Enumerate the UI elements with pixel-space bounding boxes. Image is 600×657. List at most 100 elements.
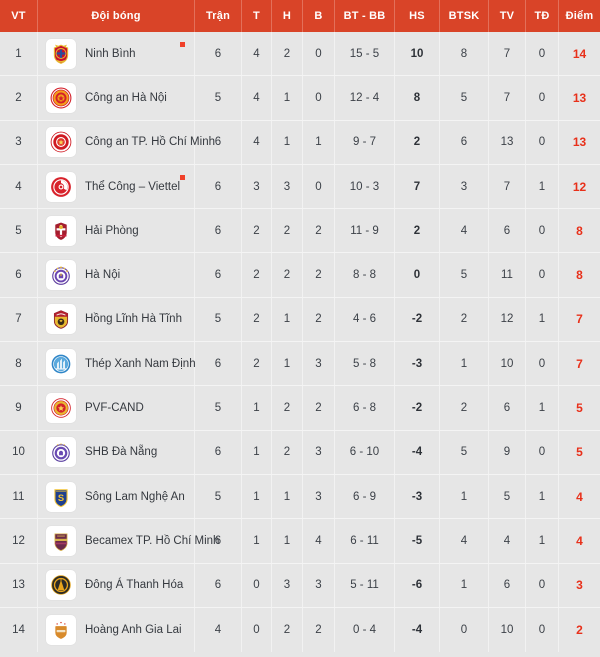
cell-position: 8 [0, 342, 38, 386]
cell-yellow-cards: 12 [489, 297, 526, 342]
shb-da-nang-logo [46, 437, 76, 468]
cell-goals: 15 - 5 [335, 32, 395, 76]
cell-yellow-cards: 5 [489, 474, 526, 519]
table-row[interactable]: 11 S Sông Lam Nghệ An 5 1 1 3 6 - 9 -3 1 5 1 4 [0, 474, 600, 520]
table-row[interactable]: 7 Hồng Lĩnh Hà Tĩnh 5 2 1 2 4 - 6 -2 2 12 1 7 [0, 297, 600, 343]
cell-goal-diff: 0 [395, 253, 440, 297]
cell-wins: 2 [242, 342, 272, 386]
table-row[interactable]: 12 Becamex TP. Hồ Chí Minh 6 1 1 4 6 - 11 -5 4 4 1… [0, 519, 600, 564]
cell-yellow-cards: 13 [489, 120, 526, 164]
table-row[interactable]: 13 Đông Á Thanh Hóa 6 0 3 3 5 - 11 -6 1 6 0 3 [0, 563, 600, 608]
cell-yellow-cards: 10 [489, 342, 526, 386]
cell-points: 4 [576, 489, 583, 504]
table-row[interactable]: 6 Hà Nội 6 2 2 2 8 - 8 0 5 11 0 8 [0, 253, 600, 298]
cell-team[interactable]: S Sông Lam Nghệ An [38, 474, 195, 519]
column-header-diem[interactable]: Điểm [565, 10, 594, 22]
cell-goal-diff: -3 [395, 342, 440, 386]
cell-goal-diff: 2 [395, 120, 440, 164]
cell-team[interactable]: Hà Nội [38, 253, 195, 297]
cell-goal-diff: -4 [395, 607, 440, 653]
cell-wins: 0 [242, 607, 272, 653]
table-row[interactable]: 2 Công an Hà Nội 5 4 1 0 12 - 4 8 5 7 0 13 [0, 76, 600, 121]
table-row[interactable]: 8 Thép Xanh Nam Định 6 2 1 3 5 - 8 -3 1 10 0 7 [0, 342, 600, 387]
cell-red-cards: 1 [526, 474, 559, 519]
cell-position: 12 [0, 519, 38, 563]
cong-an-tphcm-logo [46, 127, 76, 158]
cell-draws: 2 [272, 607, 303, 653]
table-row[interactable]: 14 Hoàng Anh Gia Lai 4 0 2 2 0 - 4 -4 0 10 0 2 [0, 607, 600, 653]
column-header-b[interactable]: B [303, 0, 335, 32]
cell-draws: 3 [272, 164, 303, 209]
cell-wins: 1 [242, 430, 272, 474]
cell-position: 11 [0, 474, 38, 519]
column-header-btbb[interactable]: BT - BB [335, 0, 395, 32]
cell-team[interactable]: Hoàng Anh Gia Lai [38, 607, 195, 653]
column-header-td[interactable]: TĐ [526, 0, 559, 32]
cell-wins: 2 [242, 209, 272, 253]
cell-wins: 1 [242, 474, 272, 519]
cell-team[interactable]: Thể Công – Viettel [38, 164, 195, 209]
cell-draws: 2 [272, 386, 303, 430]
cell-team[interactable]: Becamex TP. Hồ Chí Minh [38, 519, 219, 563]
cell-losses: 3 [303, 563, 335, 607]
team-name: Hồng Lĩnh Hà Tĩnh [85, 313, 182, 326]
ninh-binh-logo [46, 38, 76, 69]
cell-draws: 3 [272, 563, 303, 607]
team-name: Thép Xanh Nam Định [85, 357, 196, 370]
svg-text:S: S [58, 492, 64, 502]
table-row[interactable]: 3 Công an TP. Hồ Chí Minh 6 4 1 1 9 - 7 2 6 13 0 13 [0, 120, 600, 165]
cell-position: 2 [0, 76, 38, 120]
column-header-h[interactable]: H [272, 0, 303, 32]
cell-points: 12 [572, 179, 587, 194]
column-header-btsk[interactable]: BTSK [440, 0, 489, 32]
cell-draws: 1 [272, 519, 303, 563]
table-row[interactable]: 4 Thể Công – Viettel 6 3 3 0 10 - 3 7 3 7 1 12 [0, 164, 600, 210]
cell-btsk: 1 [440, 474, 489, 519]
column-header-vt[interactable]: VT [0, 0, 38, 32]
cell-red-cards: 1 [526, 386, 559, 430]
cell-btsk: 8 [440, 32, 489, 76]
cell-losses: 0 [303, 164, 335, 209]
song-lam-nghe-an-logo: S [46, 481, 76, 512]
cell-btsk: 5 [440, 253, 489, 297]
cell-matches: 6 [195, 164, 242, 209]
cell-goals: 6 - 9 [335, 474, 395, 519]
team-name: Công an TP. Hồ Chí Minh [85, 136, 215, 149]
cell-wins: 2 [242, 297, 272, 342]
cell-goals: 8 - 8 [335, 253, 395, 297]
cell-losses: 3 [303, 474, 335, 519]
cell-draws: 1 [272, 342, 303, 386]
cell-team[interactable]: Hồng Lĩnh Hà Tĩnh [38, 297, 195, 342]
cell-matches: 6 [195, 519, 242, 563]
table-row[interactable]: 1 Ninh Bình 6 4 2 0 15 - 5 10 8 7 0 14 [0, 32, 600, 77]
cell-yellow-cards: 6 [489, 386, 526, 430]
cell-position: 9 [0, 386, 38, 430]
the-cong-viettel-logo [46, 171, 76, 202]
hong-linh-ha-tinh-logo [46, 304, 76, 335]
column-header-t[interactable]: T [242, 0, 272, 32]
cell-goals: 5 - 8 [335, 342, 395, 386]
cell-yellow-cards: 7 [489, 164, 526, 209]
table-row[interactable]: 10 SHB Đà Nẵng 6 1 2 3 6 - 10 -4 5 9 0 5 [0, 430, 600, 475]
cell-draws: 1 [272, 297, 303, 342]
cell-draws: 2 [272, 430, 303, 474]
cell-points: 5 [576, 445, 583, 460]
cell-team[interactable]: Đông Á Thanh Hóa [38, 563, 195, 607]
cell-btsk: 2 [440, 386, 489, 430]
cell-team[interactable]: Ninh Bình [38, 32, 195, 76]
cell-team[interactable]: Thép Xanh Nam Định [38, 342, 196, 386]
cell-team[interactable]: PVF-CAND [38, 386, 195, 430]
table-row[interactable]: 9 PVF-CAND 5 1 2 2 6 - 8 -2 2 6 1 5 [0, 386, 600, 431]
cell-team[interactable]: SHB Đà Nẵng [38, 430, 195, 474]
cell-team[interactable]: Công an Hà Nội [38, 76, 195, 120]
cell-btsk: 0 [440, 607, 489, 653]
column-header-tv[interactable]: TV [489, 0, 526, 32]
cell-team[interactable]: Hải Phòng [38, 209, 195, 253]
cell-btsk: 6 [440, 120, 489, 164]
cell-losses: 0 [303, 32, 335, 76]
column-header-team[interactable]: Đội bóng [38, 0, 195, 32]
column-header-hs[interactable]: HS [395, 0, 440, 32]
cell-team[interactable]: Công an TP. Hồ Chí Minh [38, 120, 215, 164]
column-header-tran[interactable]: Trận [195, 0, 242, 32]
